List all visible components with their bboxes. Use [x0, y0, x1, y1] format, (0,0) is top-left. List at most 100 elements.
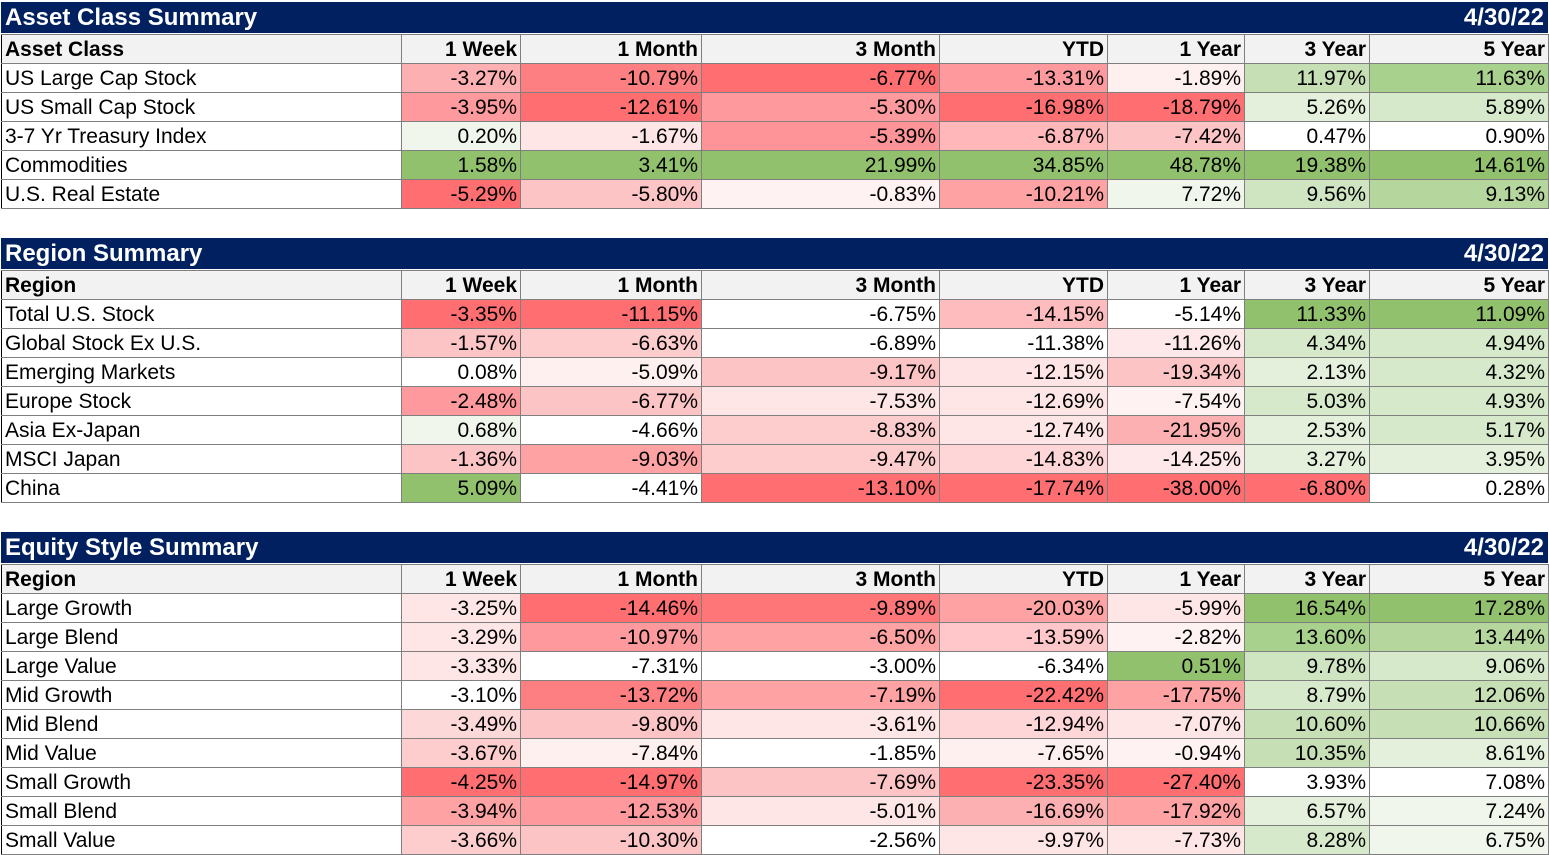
- row-label: Small Blend: [1, 796, 402, 826]
- table-row: Large Blend -3.29% -10.97% -6.50% -13.59% -2.…: [1, 622, 1549, 652]
- section-title-bar: Asset Class Summary 4/30/22: [1, 2, 1548, 33]
- table-row: Small Growth -4.25% -14.97% -7.69% -23.35% -2…: [1, 767, 1549, 797]
- table-row: Emerging Markets 0.08% -5.09% -9.17% -12.15%…: [1, 357, 1549, 387]
- row-label: Mid Growth: [1, 680, 402, 710]
- value-cell: -5.29%: [401, 179, 521, 209]
- value-cell: 5.17%: [1369, 415, 1549, 445]
- value-cell: 1.58%: [401, 150, 521, 180]
- value-cell: -16.69%: [939, 796, 1108, 826]
- table-row: Global Stock Ex U.S. -1.57% -6.63% -6.89% -1…: [1, 328, 1549, 358]
- column-header-3-month: 3 Month: [701, 270, 940, 300]
- table-row: Small Blend -3.94% -12.53% -5.01% -16.69% -17…: [1, 796, 1549, 826]
- value-cell: 3.95%: [1369, 444, 1549, 474]
- row-label: US Small Cap Stock: [1, 92, 402, 122]
- row-label: Commodities: [1, 150, 402, 180]
- column-header-3-year: 3 Year: [1244, 270, 1370, 300]
- table-row: Mid Growth -3.10% -13.72% -7.19% -22.42% -17.…: [1, 680, 1549, 710]
- section-date: 4/30/22: [1463, 4, 1544, 31]
- value-cell: -10.79%: [520, 63, 702, 93]
- row-label: Mid Value: [1, 738, 402, 768]
- value-cell: -23.35%: [939, 767, 1108, 797]
- value-cell: -18.79%: [1107, 92, 1245, 122]
- value-cell: -7.69%: [701, 767, 940, 797]
- value-cell: -5.14%: [1107, 299, 1245, 329]
- value-cell: -1.67%: [520, 121, 702, 151]
- value-cell: -7.42%: [1107, 121, 1245, 151]
- value-cell: -22.42%: [939, 680, 1108, 710]
- value-cell: -5.39%: [701, 121, 940, 151]
- summary-table: Region 1 Week 1 Month 3 Month YTD 1 Year 3 Yea…: [1, 564, 1549, 855]
- section-title: Asset Class Summary: [5, 4, 258, 31]
- value-cell: -9.80%: [520, 709, 702, 739]
- column-header-5-year: 5 Year: [1369, 34, 1549, 64]
- value-cell: 34.85%: [939, 150, 1108, 180]
- value-cell: -5.99%: [1107, 593, 1245, 623]
- value-cell: 0.20%: [401, 121, 521, 151]
- value-cell: -9.17%: [701, 357, 940, 387]
- value-cell: -10.30%: [520, 825, 702, 855]
- value-cell: -12.15%: [939, 357, 1108, 387]
- summary-table: Region 1 Week 1 Month 3 Month YTD 1 Year 3 Yea…: [1, 270, 1549, 503]
- value-cell: -13.10%: [701, 473, 940, 503]
- value-cell: 5.89%: [1369, 92, 1549, 122]
- column-header-1-month: 1 Month: [520, 34, 702, 64]
- value-cell: -4.25%: [401, 767, 521, 797]
- row-label: Large Blend: [1, 622, 402, 652]
- value-cell: -14.97%: [520, 767, 702, 797]
- column-header-5-year: 5 Year: [1369, 564, 1549, 594]
- value-cell: 9.06%: [1369, 651, 1549, 681]
- row-label: Emerging Markets: [1, 357, 402, 387]
- table-row: Small Value -3.66% -10.30% -2.56% -9.97% -7.7…: [1, 825, 1549, 855]
- summary-table: Asset Class 1 Week 1 Month 3 Month YTD 1 Year…: [1, 34, 1549, 209]
- value-cell: 10.66%: [1369, 709, 1549, 739]
- value-cell: 10.35%: [1244, 738, 1370, 768]
- value-cell: -1.36%: [401, 444, 521, 474]
- value-cell: 6.57%: [1244, 796, 1370, 826]
- row-label: Mid Blend: [1, 709, 402, 739]
- value-cell: 5.26%: [1244, 92, 1370, 122]
- row-label: MSCI Japan: [1, 444, 402, 474]
- value-cell: -9.97%: [939, 825, 1108, 855]
- value-cell: -6.77%: [520, 386, 702, 416]
- row-label: China: [1, 473, 402, 503]
- value-cell: -1.57%: [401, 328, 521, 358]
- value-cell: -9.47%: [701, 444, 940, 474]
- value-cell: -3.35%: [401, 299, 521, 329]
- table-row: US Small Cap Stock -3.95% -12.61% -5.30% -16…: [1, 92, 1549, 122]
- value-cell: 11.63%: [1369, 63, 1549, 93]
- value-cell: -5.80%: [520, 179, 702, 209]
- column-header-ytd: YTD: [939, 270, 1108, 300]
- value-cell: -3.29%: [401, 622, 521, 652]
- value-cell: 6.75%: [1369, 825, 1549, 855]
- value-cell: 2.13%: [1244, 357, 1370, 387]
- value-cell: -5.30%: [701, 92, 940, 122]
- column-header-1-week: 1 Week: [401, 270, 521, 300]
- value-cell: -3.49%: [401, 709, 521, 739]
- value-cell: -17.75%: [1107, 680, 1245, 710]
- row-label: Total U.S. Stock: [1, 299, 402, 329]
- table-row: Asia Ex-Japan 0.68% -4.66% -8.83% -12.74% -21…: [1, 415, 1549, 445]
- row-label: Large Value: [1, 651, 402, 681]
- value-cell: -7.84%: [520, 738, 702, 768]
- row-label: Global Stock Ex U.S.: [1, 328, 402, 358]
- value-cell: -12.61%: [520, 92, 702, 122]
- section-date: 4/30/22: [1463, 534, 1544, 561]
- value-cell: -2.48%: [401, 386, 521, 416]
- header-row: Region 1 Week 1 Month 3 Month YTD 1 Year 3 Yea…: [1, 564, 1549, 594]
- value-cell: -3.61%: [701, 709, 940, 739]
- value-cell: -3.94%: [401, 796, 521, 826]
- column-header-1-year: 1 Year: [1107, 564, 1245, 594]
- value-cell: -6.63%: [520, 328, 702, 358]
- value-cell: -12.94%: [939, 709, 1108, 739]
- value-cell: 3.41%: [520, 150, 702, 180]
- section-title: Region Summary: [5, 240, 203, 267]
- value-cell: 0.08%: [401, 357, 521, 387]
- value-cell: -19.34%: [1107, 357, 1245, 387]
- value-cell: 4.34%: [1244, 328, 1370, 358]
- value-cell: -1.85%: [701, 738, 940, 768]
- column-header-1-year: 1 Year: [1107, 34, 1245, 64]
- value-cell: 9.78%: [1244, 651, 1370, 681]
- value-cell: -7.19%: [701, 680, 940, 710]
- value-cell: 5.09%: [401, 473, 521, 503]
- value-cell: -14.83%: [939, 444, 1108, 474]
